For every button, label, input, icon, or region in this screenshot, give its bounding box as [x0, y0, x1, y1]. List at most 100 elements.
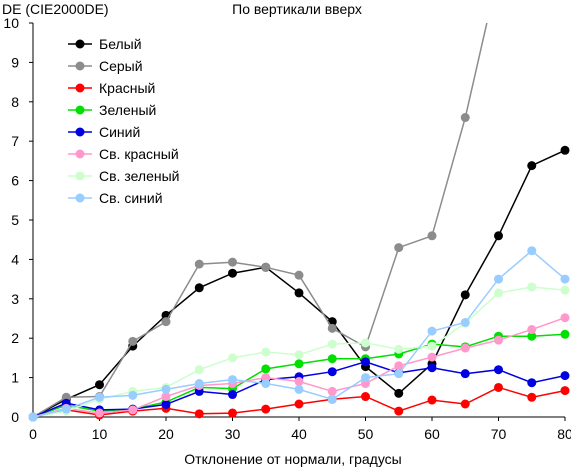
legend-swatch-marker [75, 149, 85, 159]
data-point [394, 361, 404, 371]
y-axis-label: DE (CIE2000DE) [2, 1, 109, 17]
x-tick-label: 30 [225, 426, 241, 442]
data-point [494, 335, 503, 345]
legend-swatch-marker [75, 105, 85, 115]
data-point [95, 380, 104, 390]
data-point [261, 404, 271, 414]
data-point [95, 392, 104, 402]
legend-label: Красный [99, 80, 155, 96]
data-point [228, 408, 237, 418]
x-tick-label: 0 [29, 426, 37, 442]
data-point [61, 404, 71, 414]
legend-swatch-marker [75, 39, 85, 49]
data-point [527, 378, 537, 388]
data-point [560, 386, 570, 396]
y-tick-label: 3 [11, 291, 19, 307]
data-point [327, 386, 337, 396]
data-point [427, 231, 437, 241]
data-point [294, 399, 304, 409]
data-point [560, 145, 570, 155]
legend-item: Св. зеленый [68, 168, 179, 184]
legend-swatch-marker [75, 61, 85, 71]
legend-item: Красный [68, 80, 155, 96]
data-point [228, 257, 237, 267]
data-point [228, 390, 237, 400]
y-tick-label: 0 [11, 409, 19, 425]
y-tick-label: 9 [11, 54, 19, 70]
data-point [128, 405, 138, 415]
data-point [394, 369, 404, 379]
data-point [161, 392, 171, 402]
data-point [161, 399, 171, 409]
data-point [294, 377, 304, 387]
data-point [460, 113, 470, 123]
data-point [194, 259, 204, 269]
data-point [327, 354, 337, 364]
data-point [327, 323, 337, 333]
axes: 0 1 2 3 4 5 6 7 8 9 10 0 10 20 30 40 50 60 70 80 [3, 15, 571, 442]
y-tick-label: 2 [11, 330, 19, 346]
data-point [261, 347, 271, 357]
legend-swatch-marker [75, 171, 85, 181]
data-point [494, 288, 503, 298]
y-tick-label: 8 [11, 94, 19, 110]
data-point [394, 406, 404, 416]
data-point [228, 353, 237, 363]
y-tick-label: 4 [11, 251, 19, 267]
data-point [161, 317, 171, 327]
data-point [560, 371, 570, 381]
data-point [527, 325, 537, 335]
data-point [95, 408, 104, 418]
data-point [494, 274, 503, 284]
data-point [494, 365, 503, 375]
x-tick-label: 80 [557, 426, 571, 442]
legend-item: Зеленый [68, 102, 156, 118]
legend-item: Св. синий [68, 190, 163, 206]
data-point [560, 313, 570, 323]
data-point [194, 409, 204, 419]
data-point [527, 331, 537, 341]
data-point [361, 373, 370, 383]
x-axis-label: Отклонение от нормали, градусы [184, 451, 401, 467]
series-8 [28, 246, 570, 422]
data-point [128, 390, 138, 400]
data-point [394, 388, 404, 398]
data-point [494, 231, 503, 241]
data-point [527, 161, 537, 171]
legend-item: Белый [68, 36, 142, 52]
legend-label: Св. зеленый [99, 168, 179, 184]
data-point [494, 382, 503, 392]
data-point [427, 395, 437, 405]
y-tick-label: 5 [11, 212, 19, 228]
data-point [261, 379, 271, 389]
data-point [460, 369, 470, 379]
legend-label: Серый [99, 58, 143, 74]
data-point [294, 270, 304, 280]
series-layer [28, 23, 570, 422]
data-point [560, 274, 570, 284]
data-point [228, 268, 237, 278]
data-point [361, 338, 370, 348]
legend: Белый Серый Красный Зеленый Синий Св. красный… [68, 36, 179, 206]
legend-item: Св. красный [68, 146, 179, 162]
data-point [327, 367, 337, 377]
x-tick-label: 70 [491, 426, 507, 442]
data-point [460, 290, 470, 300]
data-point [261, 262, 271, 272]
data-point [294, 288, 304, 298]
legend-item: Серый [68, 58, 143, 74]
data-point [261, 364, 271, 374]
y-tick-label: 6 [11, 173, 19, 189]
x-tick-label: 20 [158, 426, 174, 442]
data-point [460, 343, 470, 353]
legend-swatch-marker [75, 193, 85, 203]
y-tick-label: 1 [11, 370, 19, 386]
data-point [560, 285, 570, 295]
data-point [527, 246, 537, 256]
legend-label: Синий [99, 124, 140, 140]
data-point [194, 365, 204, 375]
data-point [294, 350, 304, 360]
data-point [527, 282, 537, 292]
x-tick-label: 60 [424, 426, 440, 442]
